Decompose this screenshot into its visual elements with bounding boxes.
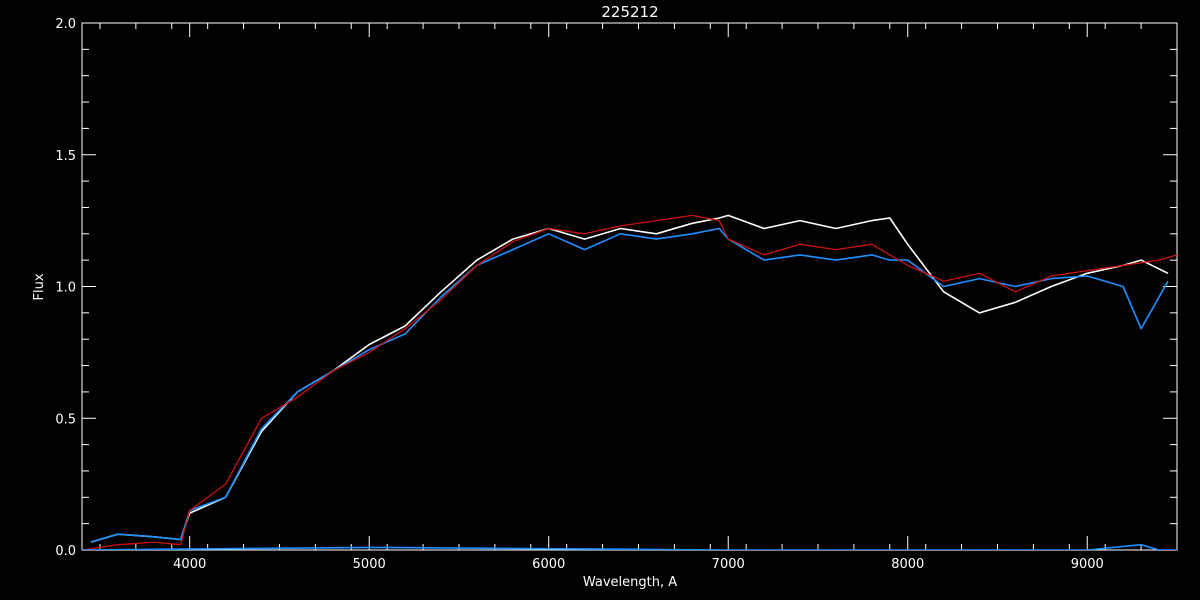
y-tick-label: 0.0 [55,544,76,559]
series-layer [82,214,1177,550]
x-tick-label: 8000 [891,557,924,572]
series-line-3 [82,214,1177,550]
y-tick-label: 1.5 [55,149,76,164]
y-tick-label: 0.5 [55,412,76,427]
y-axis-label: Flux [32,273,47,300]
y-tick-label: 1.0 [55,281,76,296]
x-tick-label: 7000 [712,557,745,572]
y-tick-label: 2.0 [55,17,76,32]
x-tick-label: 4000 [173,557,206,572]
chart-title: 225212 [601,3,658,21]
series-line-2 [90,227,1169,543]
series-line-4 [82,543,1177,550]
x-axis-label: Wavelength, A [583,575,677,590]
x-tick-label: 9000 [1071,557,1104,572]
axis-ticks [82,22,1178,551]
x-tick-label: 6000 [532,557,565,572]
series-line-1 [90,214,1169,543]
axis-tick-labels: 4000 5000 6000 7000 8000 9000 0.0 0.5 1.0 1.5 2.0 [55,17,1103,572]
x-tick-label: 5000 [353,557,386,572]
